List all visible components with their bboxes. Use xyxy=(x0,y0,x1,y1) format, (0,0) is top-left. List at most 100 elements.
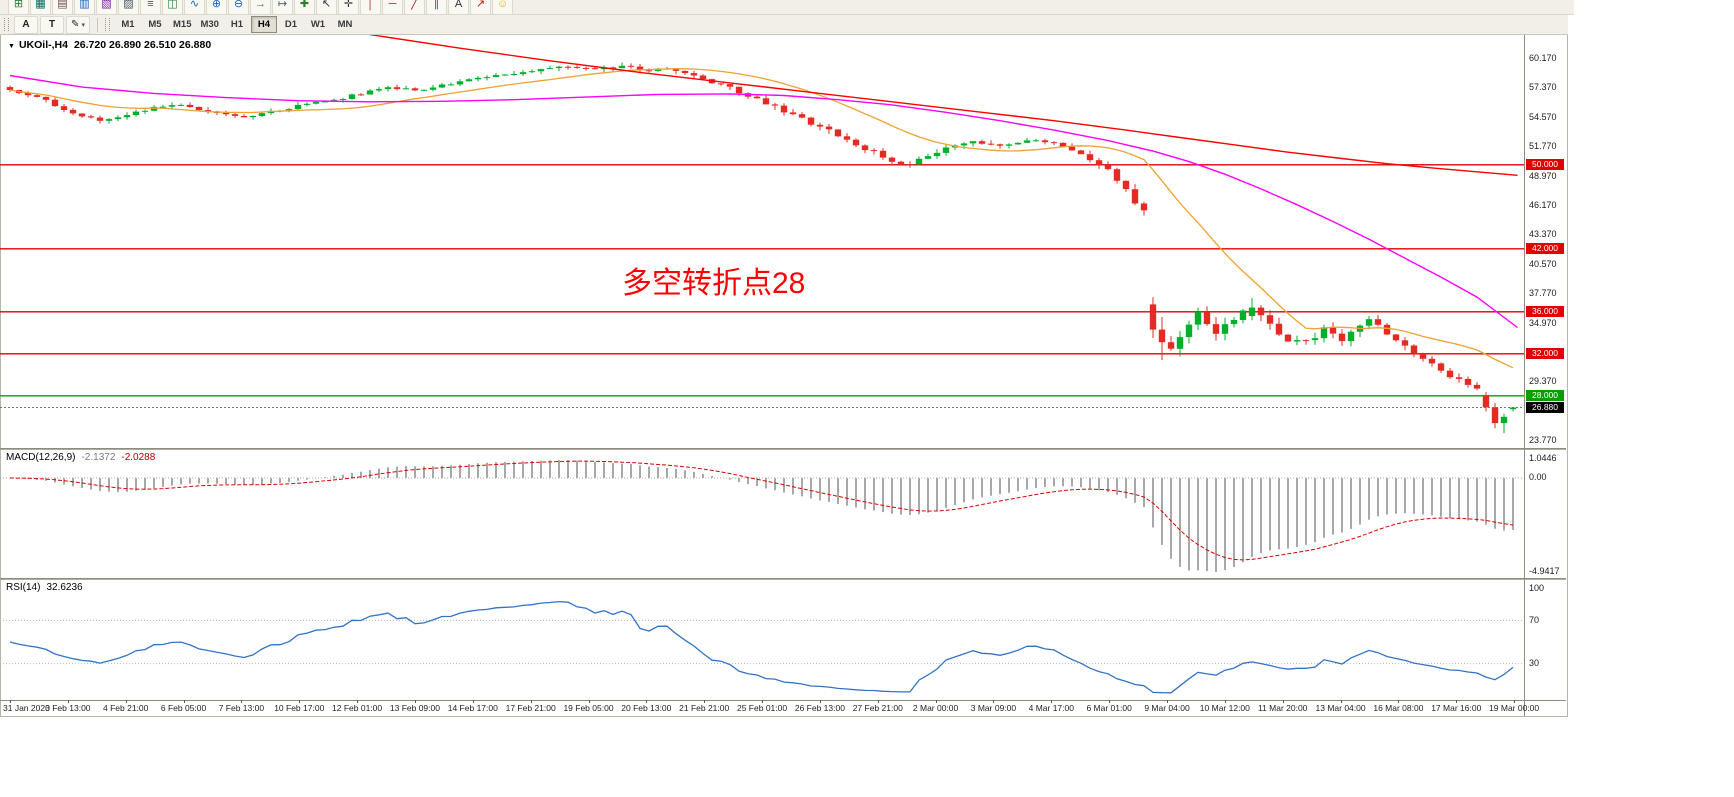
time-axis-tick xyxy=(646,700,648,703)
macd-main-value: -2.1372 xyxy=(81,452,116,463)
time-axis-label: 7 Feb 13:00 xyxy=(218,703,265,713)
candlestick-chart-icon[interactable]: ◫ xyxy=(162,0,183,14)
chart-text-annotation[interactable]: 多空转折点28 xyxy=(622,267,806,300)
toolbar-grip[interactable] xyxy=(105,18,110,31)
price-axis-tick: 23.770 xyxy=(1529,435,1557,446)
toolbar-separator xyxy=(97,17,98,32)
indicators-icon[interactable]: ✚ xyxy=(294,0,315,14)
profiles-icon[interactable]: ▤ xyxy=(52,0,73,14)
time-axis-tick xyxy=(357,700,359,703)
chart-menu-icon[interactable]: ▼ xyxy=(8,43,15,50)
chart-window-icon[interactable]: ▦ xyxy=(30,0,51,14)
time-axis-label: 10 Feb 17:00 xyxy=(274,703,325,713)
macd-label: MACD(12,26,9) xyxy=(6,452,76,463)
zoom-out-icon[interactable]: ⊖ xyxy=(228,0,249,14)
time-axis-tick xyxy=(67,700,69,703)
timeframe-m30-button[interactable]: M30 xyxy=(200,19,219,30)
text-label-icon[interactable]: A xyxy=(448,0,469,14)
time-axis-label: 16 Mar 08:00 xyxy=(1373,703,1424,713)
current-price-badge: 26.880 xyxy=(1526,402,1564,414)
toolbar-grip[interactable] xyxy=(4,18,9,31)
rsi-header: RSI(14) 32.6236 xyxy=(6,582,83,593)
time-axis-label: 3 Feb 13:00 xyxy=(45,703,91,713)
rsi-axis-100: 100 xyxy=(1529,583,1545,593)
toolbar-periods: A T ✎ ▾ M1 M5 M15 M30 H1 H4 D1 W1 MN xyxy=(0,15,1568,35)
time-axis-label: 25 Feb 01:00 xyxy=(736,703,788,713)
time-axis-tick xyxy=(1109,700,1111,703)
time-axis-label: 14 Feb 17:00 xyxy=(447,703,498,713)
timeframe-w1-button[interactable]: W1 xyxy=(310,19,326,30)
time-axis-tick xyxy=(472,700,474,703)
price-axis-tick: 51.770 xyxy=(1529,141,1557,152)
price-scale-divider[interactable] xyxy=(1524,35,1525,716)
timeframe-h1-button[interactable]: H1 xyxy=(230,19,244,30)
price-axis-tick: 34.970 xyxy=(1529,317,1557,328)
auto-scroll-icon[interactable]: → xyxy=(250,0,271,14)
price-level-badge: 32.000 xyxy=(1526,348,1564,360)
timeframe-d1-button[interactable]: D1 xyxy=(284,19,298,30)
navigator-icon[interactable]: ▧ xyxy=(96,0,117,14)
time-axis-label: 13 Mar 04:00 xyxy=(1315,703,1366,713)
vertical-line-icon[interactable]: │ xyxy=(360,0,381,14)
price-level-badge: 28.000 xyxy=(1526,390,1564,402)
horizontal-line-icon[interactable]: ─ xyxy=(382,0,403,14)
time-axis-label: 12 Feb 01:00 xyxy=(332,703,383,713)
chart-symbol-header: ▼ UKOil-,H4 26.720 26.890 26.510 26.880 xyxy=(8,39,211,51)
rsi-axis-30: 30 xyxy=(1529,658,1540,668)
time-axis-tick xyxy=(1340,700,1342,703)
time-axis-tick xyxy=(819,700,821,703)
chart-shift-icon[interactable]: ↦ xyxy=(272,0,293,14)
trendline-icon[interactable]: ╱ xyxy=(404,0,425,14)
timeframe-m1-button[interactable]: M1 xyxy=(121,19,135,30)
time-axis-label: 4 Mar 17:00 xyxy=(1028,703,1074,713)
crosshair-icon[interactable]: ✛ xyxy=(338,0,359,14)
text-tool-button[interactable]: A xyxy=(14,15,38,34)
time-axis-tick xyxy=(993,700,995,703)
trend-tool-button[interactable]: T xyxy=(40,15,64,34)
timeframe-m15-button[interactable]: M15 xyxy=(173,19,192,30)
market-watch-icon[interactable]: ▥ xyxy=(74,0,95,14)
time-axis-label: 11 Mar 20:00 xyxy=(1257,703,1308,713)
channel-icon[interactable]: ∥ xyxy=(426,0,447,14)
timeframe-m5-button[interactable]: M5 xyxy=(148,19,162,30)
macd-header: MACD(12,26,9) -2.1372 -2.0288 xyxy=(6,452,155,463)
time-axis-label: 6 Mar 01:00 xyxy=(1086,703,1132,713)
price-axis-tick: 29.370 xyxy=(1529,376,1557,387)
zoom-in-icon[interactable]: ⊕ xyxy=(206,0,227,14)
price-level-badge: 50.000 xyxy=(1526,159,1564,171)
price-axis-tick: 46.170 xyxy=(1529,200,1557,210)
ohlc-values: 26.720 26.890 26.510 26.880 xyxy=(73,39,212,51)
price-level-badge: 36.000 xyxy=(1526,306,1564,318)
time-axis-line xyxy=(0,700,1566,701)
terminal-icon[interactable]: ▨ xyxy=(118,0,139,14)
rsi-canvas[interactable] xyxy=(0,580,1524,700)
time-axis-label: 31 Jan 2020 xyxy=(3,703,50,713)
price-axis-tick: 40.570 xyxy=(1529,258,1557,269)
time-axis-label: 27 Feb 21:00 xyxy=(852,703,903,713)
pane-separator[interactable] xyxy=(0,578,1566,580)
line-chart-icon[interactable]: ∿ xyxy=(184,0,205,14)
time-axis-label: 13 Feb 09:00 xyxy=(389,703,440,713)
timeframe-h4-button[interactable]: H4 xyxy=(250,16,277,33)
time-axis-label: 19 Mar 00:00 xyxy=(1489,703,1540,713)
smiley-icon[interactable]: ☺ xyxy=(492,0,513,14)
time-axis-label: 26 Feb 13:00 xyxy=(794,703,845,713)
price-axis-tick: 60.170 xyxy=(1529,53,1557,63)
macd-canvas[interactable] xyxy=(0,450,1524,578)
time-axis-tick xyxy=(762,700,764,703)
time-axis-tick xyxy=(1398,700,1400,703)
time-axis-tick xyxy=(530,700,532,703)
brush-tool-button[interactable]: ✎ ▾ xyxy=(66,15,90,34)
new-order-icon[interactable]: ⊞ xyxy=(8,0,29,14)
arrow-object-icon[interactable]: ↗ xyxy=(470,0,491,14)
timeframe-mn-button[interactable]: MN xyxy=(337,19,353,30)
price-chart-canvas[interactable] xyxy=(0,35,1524,448)
cursor-icon[interactable]: ↖ xyxy=(316,0,337,14)
time-axis-tick xyxy=(877,700,879,703)
time-axis-tick xyxy=(1167,700,1168,703)
time-axis-tick xyxy=(1224,700,1226,703)
bar-chart-icon[interactable]: ≡ xyxy=(140,0,161,14)
pane-separator[interactable] xyxy=(0,448,1566,450)
time-axis-tick xyxy=(704,700,706,703)
